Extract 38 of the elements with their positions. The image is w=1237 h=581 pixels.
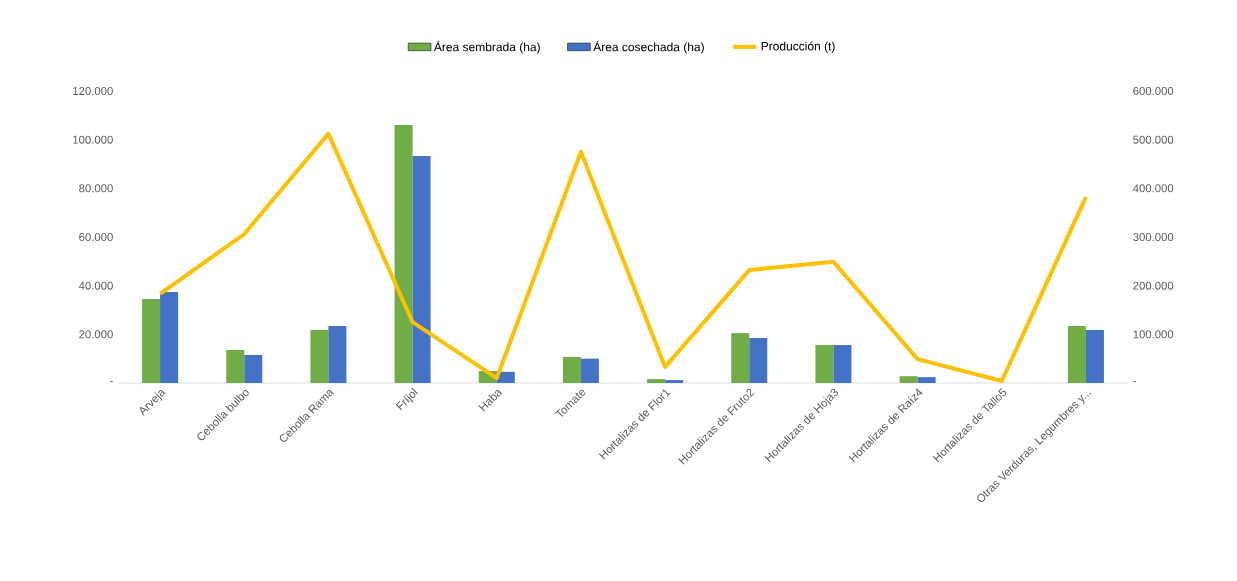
y2-tick-label: - — [1133, 381, 1136, 383]
bar — [580, 358, 599, 383]
bar — [394, 125, 413, 383]
y-tick-label: 20.000 — [79, 330, 113, 339]
y-tick-label: 40.000 — [78, 281, 113, 290]
line-series — [158, 131, 1088, 383]
legend-label: Área sembrada (ha) — [433, 40, 540, 54]
bar — [833, 345, 852, 383]
bar — [226, 349, 245, 383]
y2-tick-label: 100.000 — [1133, 330, 1174, 339]
bar — [917, 377, 936, 383]
y-tick-label: 80.000 — [79, 184, 113, 193]
bar — [562, 356, 581, 383]
bar — [1067, 326, 1086, 383]
y-tick-label: 60.000 — [79, 232, 113, 241]
legend-label: Producción (t) — [761, 41, 835, 53]
bar — [665, 380, 684, 383]
y2-tick-label: 500.000 — [1133, 135, 1174, 144]
bar — [142, 299, 161, 383]
y2-tick-label: 400.000 — [1132, 184, 1174, 193]
y2-tick-label: 300.000 — [1133, 232, 1174, 241]
bar — [1085, 329, 1104, 383]
bar — [749, 337, 768, 383]
bar — [899, 376, 918, 383]
bar — [412, 155, 431, 383]
legend-label: Área cosechada (ha) — [593, 40, 704, 54]
bar — [647, 379, 666, 383]
y-tick-label: 100.000 — [73, 135, 113, 144]
bar — [310, 329, 329, 383]
bar — [815, 345, 834, 383]
y-tick-label: - — [110, 381, 113, 383]
bar — [328, 326, 347, 383]
y2-tick-label: 200.000 — [1133, 281, 1174, 290]
y2-tick-label: 600.000 — [1133, 86, 1174, 95]
bar — [160, 291, 179, 383]
bar — [731, 333, 750, 383]
y-tick-label: 120.000 — [73, 86, 113, 95]
bar — [244, 355, 263, 383]
